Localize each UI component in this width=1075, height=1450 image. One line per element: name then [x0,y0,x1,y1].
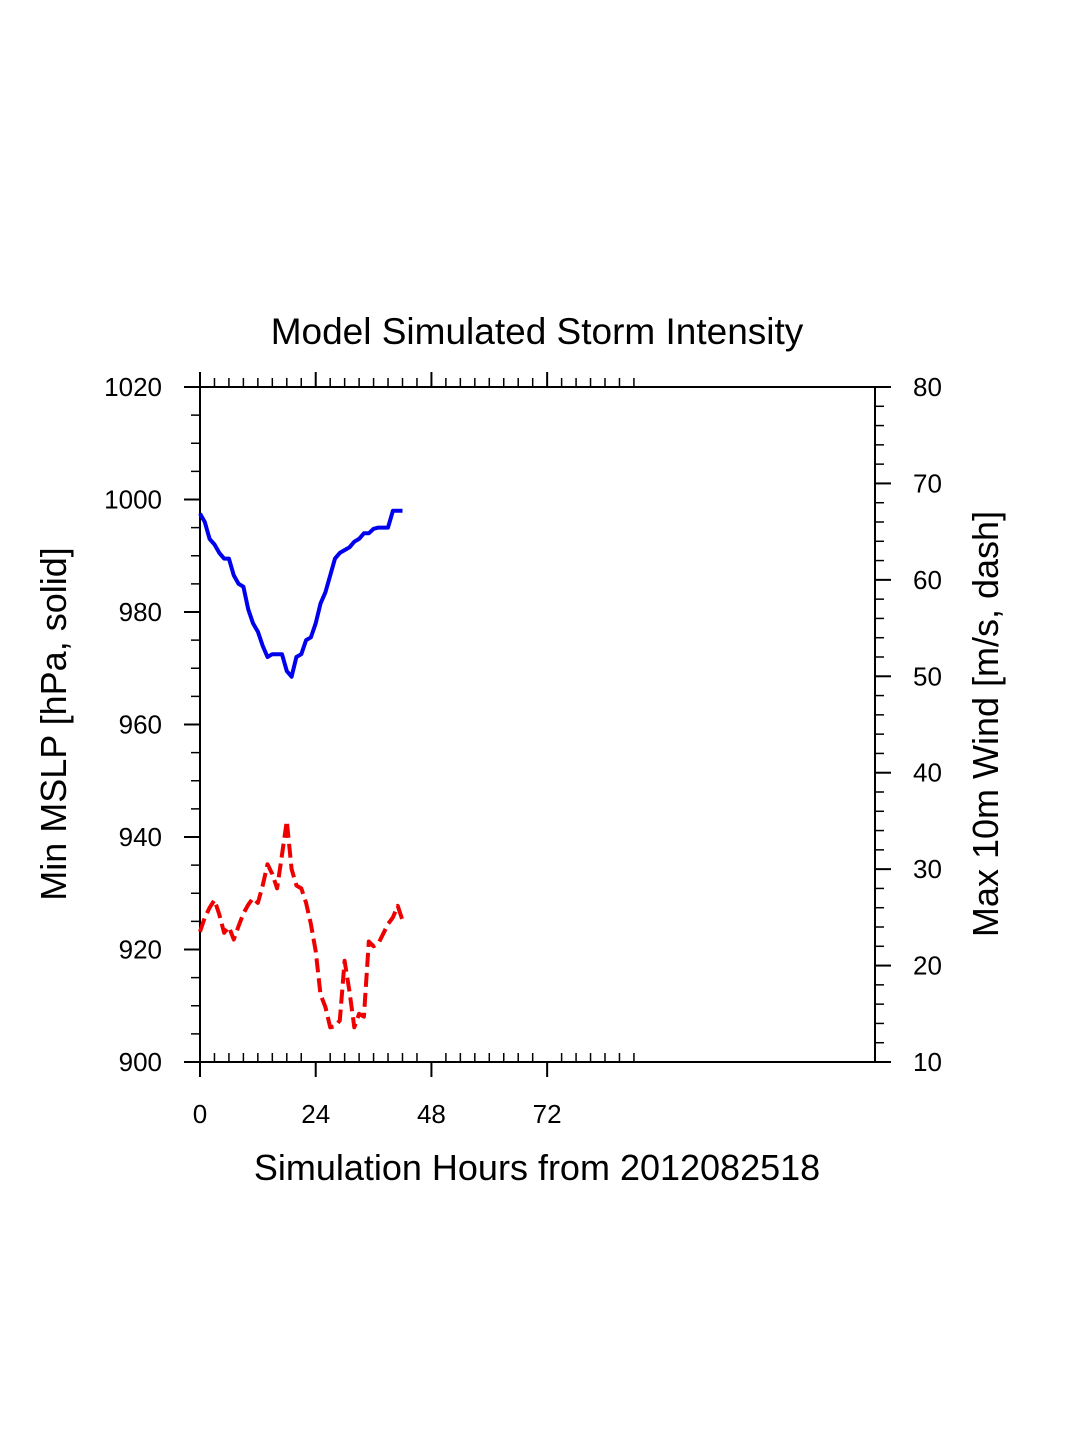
x-tick-label: 24 [301,1099,330,1129]
y-left-tick-label: 960 [119,710,162,740]
y-right-tick-labels: 10 20 30 40 50 60 70 80 [913,372,942,1077]
y-left-tick-label: 920 [119,935,162,965]
series-layer [198,508,405,1030]
major-tick-marks [184,372,891,1077]
chart-title: Model Simulated Storm Intensity [271,311,804,352]
y-right-tick-label: 30 [913,854,942,884]
x-tick-label: 48 [417,1099,446,1129]
y-right-tick-label: 70 [913,468,942,498]
y-left-tick-label: 940 [119,822,162,852]
y-left-tick-label: 900 [119,1047,162,1077]
y-left-tick-label: 1020 [104,372,162,402]
y-right-tick-label: 50 [913,661,942,691]
y-right-tick-label: 60 [913,565,942,595]
y-right-tick-label: 20 [913,951,942,981]
x-tick-label: 72 [533,1099,562,1129]
y-left-tick-label: 980 [119,597,162,627]
y-axis-label-right: Max 10m Wind [m/s, dash] [965,511,1006,937]
x-axis-label: Simulation Hours from 2012082518 [254,1147,820,1188]
y-right-tick-label: 10 [913,1047,942,1077]
y-axis-label-left: Min MSLP [hPa, solid] [33,547,74,901]
plot-frame [199,386,876,1063]
x-tick-labels: 0 24 48 72 [193,1099,562,1129]
max-wind-series-line [198,818,405,1030]
y-right-tick-label: 40 [913,758,942,788]
y-left-tick-label: 1000 [104,485,162,515]
min-mslp-series-line [198,508,403,679]
minor-tick-marks [191,378,884,1062]
x-tick-label: 0 [193,1099,207,1129]
y-left-tick-labels: 900 920 940 960 980 1000 1020 [104,372,162,1077]
y-right-tick-label: 80 [913,372,942,402]
